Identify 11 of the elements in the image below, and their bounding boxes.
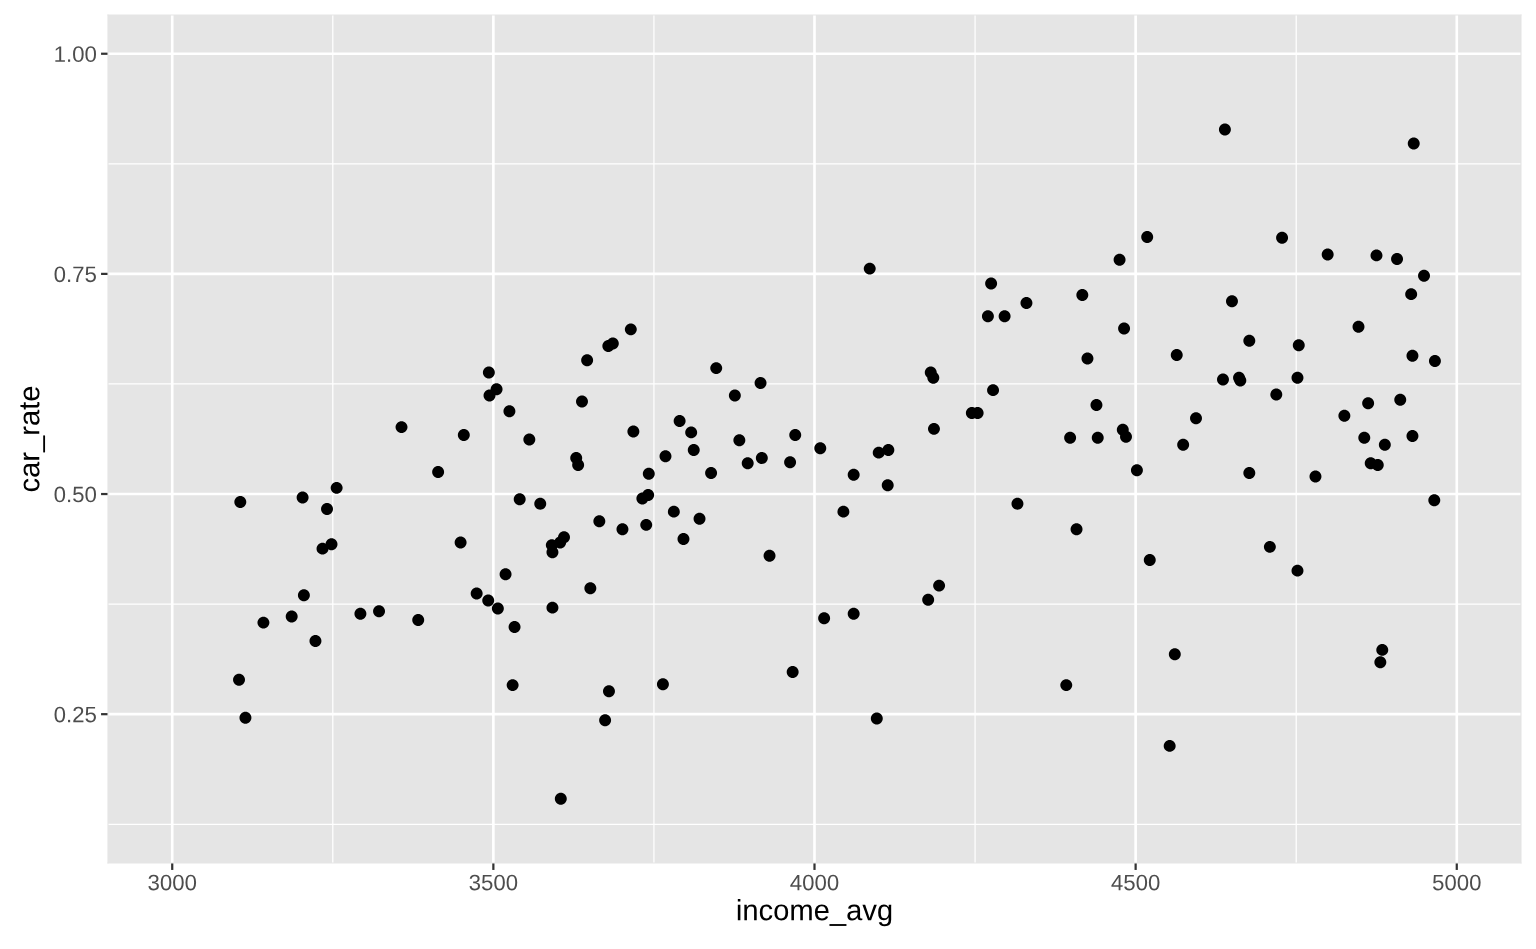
x-tick-label: 3000	[148, 874, 197, 891]
y-tick-label: 0.75	[54, 266, 96, 283]
y-tick-label: 0.25	[54, 706, 96, 723]
x-tick-label: 4000	[790, 874, 839, 891]
x-tick-label: 4500	[1111, 874, 1160, 891]
x-tick-label: 3500	[469, 874, 518, 891]
y-tick-label: 1.00	[55, 46, 97, 63]
y-axis-title: car_rate	[20, 386, 46, 492]
x-axis-title: income_avg	[737, 898, 892, 927]
y-tick-label: 0.50	[54, 486, 97, 503]
x-tick-label: 5000	[1432, 874, 1481, 891]
